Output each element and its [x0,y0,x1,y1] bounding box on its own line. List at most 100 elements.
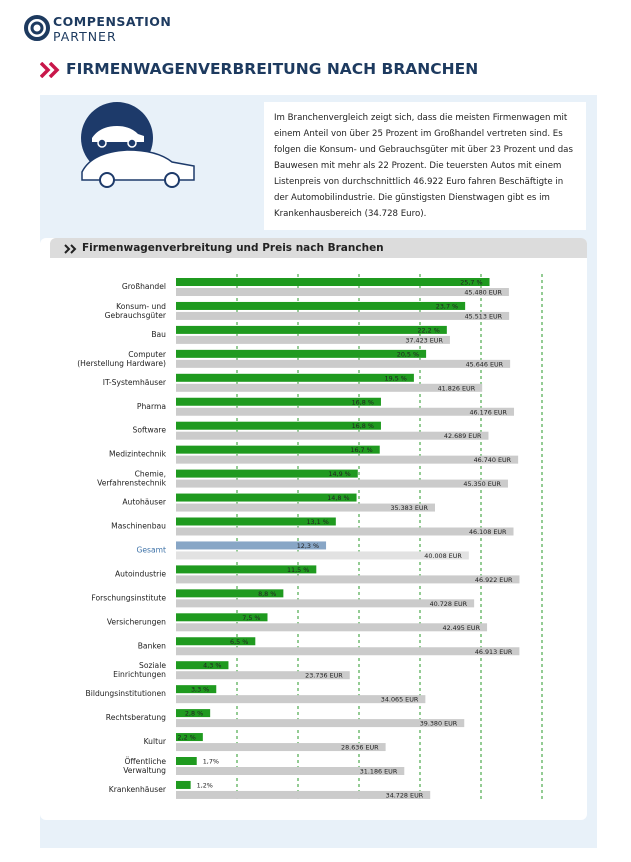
category-label: Bildungsinstitutionen [86,689,167,698]
bar [176,445,380,454]
category-label: Versicherungen [107,617,166,626]
bar [176,527,514,536]
category-label: Computer (Herstellung Hardware) [77,350,167,368]
bar [176,349,427,358]
value-label: 37.423 EUR [405,336,443,344]
value-label: 45.480 EUR [464,289,502,297]
value-label: 7,5 % [242,614,260,622]
category-label: Maschinenbau [111,522,166,531]
chart-header [50,238,587,258]
page-title: FIRMENWAGENVERBREITUNG NACH BRANCHEN [66,60,479,78]
bar [176,709,211,718]
bar [176,421,381,430]
value-label: 45.513 EUR [465,312,503,320]
value-label: 41.826 EUR [438,384,476,392]
bar [176,613,268,622]
logo-icon [24,15,50,41]
bar [176,455,519,464]
category-label: Krankenhäuser [109,785,167,794]
bar [176,288,509,296]
value-label: 1,2% [197,781,213,789]
bar [176,733,203,742]
bar [176,373,414,382]
category-label: Rechtsberatung [106,713,166,722]
value-label: 42.689 EUR [444,432,482,440]
value-label: 31.186 EUR [360,768,398,776]
bar [176,637,256,646]
value-label: 46.913 EUR [475,648,513,656]
category-label: Autohäuser [122,498,167,507]
bar [176,695,426,704]
bar [176,383,483,392]
bar [176,431,489,440]
bar [176,541,327,550]
value-label: 34.728 EUR [386,791,424,799]
bar [176,565,317,574]
bar [176,589,284,598]
category-label: Soziale Einrichtungen [113,661,166,679]
bar [176,575,520,584]
value-label: 39.380 EUR [420,720,458,728]
value-label: 46.108 EUR [469,528,507,536]
bar [176,301,466,310]
bar [176,397,381,406]
intro-text: Im Branchenvergleich zeigt sich, dass di… [264,102,586,230]
value-label: 25,7 % [460,279,482,287]
bar [176,517,336,526]
value-label: 13,1 % [306,518,328,526]
value-label: 14,9 % [328,470,350,478]
value-label: 11,5 % [287,566,309,574]
bar [176,493,357,502]
category-label: IT-Systemhäuser [103,378,167,387]
bar [176,503,436,512]
bar [176,685,217,694]
bar [176,671,350,680]
bar [176,790,431,799]
value-label: 22,2 % [417,326,439,334]
bar [176,335,450,344]
value-label: 16,8 % [352,422,374,430]
value-label: 16,7 % [350,446,372,454]
bar [176,623,488,632]
value-label: 19,5 % [385,374,407,382]
bar [176,647,520,656]
bar [176,767,405,775]
bar [176,599,475,608]
category-label: Kultur [144,737,167,746]
bar [176,719,465,728]
value-label: 46.176 EUR [469,408,507,416]
logo-text: PARTNER [53,29,117,44]
value-label: 40.008 EUR [424,552,462,560]
value-label: 46.922 EUR [475,576,513,584]
value-label: 4,3 % [203,662,221,670]
value-label: 1,7% [203,758,219,766]
bar [176,780,191,789]
category-label: Chemie, Verfahrenstechnik [97,470,166,488]
value-label: 42.495 EUR [443,624,481,632]
category-label: Banken [138,641,166,650]
value-label: 8,8 % [258,590,276,598]
bar [176,551,469,560]
category-label: Bau [151,330,166,339]
logo-text: COMPENSATION [53,14,172,29]
value-label: 16,8 % [352,398,374,406]
value-label: 2,2 % [178,734,196,742]
value-label: 23.736 EUR [305,672,343,680]
value-label: 46.740 EUR [474,456,512,464]
bar [176,359,511,368]
value-label: 28.636 EUR [341,744,379,752]
car-icon [81,102,195,188]
value-label: 14,8 % [327,494,349,502]
value-label: 2,8 % [185,710,203,718]
bar [176,407,515,416]
value-label: 45.350 EUR [463,480,501,488]
chart-title: Firmenwagenverbreitung und Preis nach Br… [82,242,384,254]
category-label: Medizintechnik [109,450,167,459]
bar [176,325,447,334]
bar [176,469,358,478]
bar [176,757,197,765]
category-label: Konsum- und Gebrauchsgüter [105,302,167,320]
value-label: 20,5 % [397,350,419,358]
